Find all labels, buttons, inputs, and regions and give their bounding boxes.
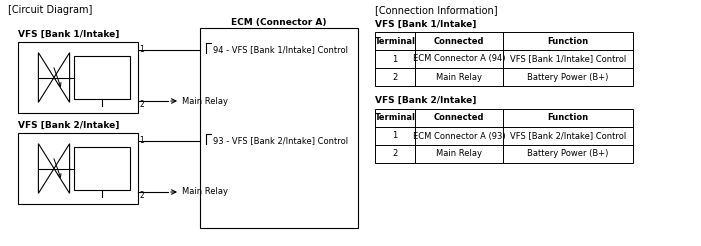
Text: 2: 2 [139,191,144,200]
Text: ECM Connector A (94): ECM Connector A (94) [413,55,505,63]
Text: VFS [Bank 2/Intake]: VFS [Bank 2/Intake] [375,96,477,105]
Text: [Connection Information]: [Connection Information] [375,5,498,15]
Text: [Circuit Diagram]: [Circuit Diagram] [8,5,93,15]
Text: ECM (Connector A): ECM (Connector A) [231,18,327,27]
Text: Main Relay: Main Relay [436,150,482,158]
Text: ECM Connector A (93): ECM Connector A (93) [413,132,505,140]
Text: 93 - VFS [Bank 2/Intake] Control: 93 - VFS [Bank 2/Intake] Control [213,137,348,145]
Bar [375,32,633,86]
Bar [200,28,358,228]
Bar [18,42,138,113]
Text: Function: Function [547,36,589,46]
Text: Main Relay: Main Relay [182,96,228,106]
Text: 1: 1 [139,136,144,145]
Text: Connected: Connected [434,36,484,46]
Text: 1: 1 [393,132,397,140]
Text: 1: 1 [393,55,397,63]
Text: Battery Power (B+): Battery Power (B+) [527,150,608,158]
Bar [74,147,130,190]
Text: 2: 2 [139,100,144,109]
Bar [375,109,633,163]
Bar [18,133,138,204]
Bar [74,56,130,99]
Text: Terminal: Terminal [374,113,416,123]
Text: VFS [Bank 1/Intake]: VFS [Bank 1/Intake] [18,30,119,39]
Text: Terminal: Terminal [374,36,416,46]
Text: Function: Function [547,113,589,123]
Text: 2: 2 [393,73,397,81]
Text: VFS [Bank 2/Intake]: VFS [Bank 2/Intake] [18,121,119,130]
Text: Main Relay: Main Relay [436,73,482,81]
Text: Battery Power (B+): Battery Power (B+) [527,73,608,81]
Text: 2: 2 [393,150,397,158]
Text: VFS [Bank 2/Intake] Control: VFS [Bank 2/Intake] Control [510,132,626,140]
Text: VFS [Bank 1/Intake]: VFS [Bank 1/Intake] [375,20,477,29]
Text: VFS [Bank 1/Intake] Control: VFS [Bank 1/Intake] Control [510,55,626,63]
Text: 1: 1 [139,45,144,54]
Text: Main Relay: Main Relay [182,187,228,197]
Text: 94 - VFS [Bank 1/Intake] Control: 94 - VFS [Bank 1/Intake] Control [213,46,348,55]
Text: Connected: Connected [434,113,484,123]
